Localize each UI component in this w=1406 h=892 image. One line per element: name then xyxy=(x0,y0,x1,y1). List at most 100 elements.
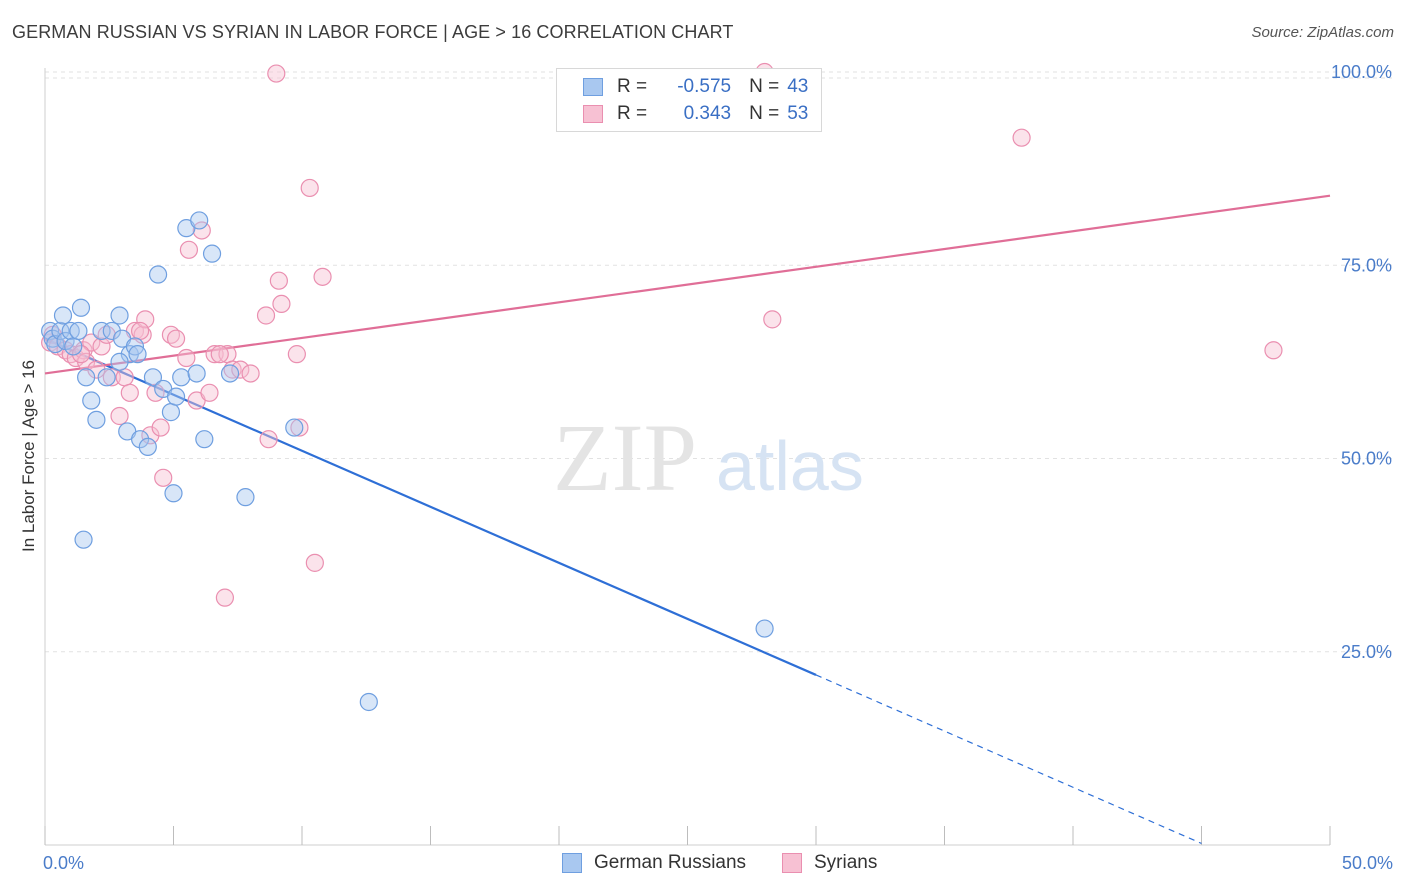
point-syrians xyxy=(82,333,101,352)
point-syrians xyxy=(305,553,324,572)
point-german-russians xyxy=(148,265,168,284)
legend-item-german-russians[interactable]: German Russians xyxy=(562,852,746,874)
point-syrians xyxy=(102,368,121,387)
point-syrians xyxy=(231,360,250,379)
legend-r-label: R = xyxy=(617,103,648,124)
point-syrians xyxy=(177,348,196,368)
point-syrians xyxy=(1012,128,1031,147)
point-syrians xyxy=(210,345,229,364)
point-german-russians xyxy=(236,488,255,507)
point-syrians xyxy=(1264,341,1283,360)
point-syrians xyxy=(269,271,288,290)
trend-line-syrians xyxy=(44,194,1331,375)
point-german-russians xyxy=(164,484,183,503)
y-axis-title: In Labor Force | Age > 16 xyxy=(19,360,38,552)
point-german-russians xyxy=(51,321,70,341)
trend-line-german-russians xyxy=(44,337,817,676)
trend-layer xyxy=(44,194,1331,845)
point-syrians xyxy=(151,418,170,437)
legend-n-value: 53 xyxy=(787,103,809,124)
y-tick-label: 75.0% xyxy=(1341,255,1392,275)
point-german-russians xyxy=(53,306,73,325)
point-german-russians xyxy=(285,418,304,437)
point-german-russians xyxy=(64,337,83,356)
point-syrians xyxy=(300,178,319,198)
grid-layer xyxy=(45,71,1392,653)
y-tick-label: 100.0% xyxy=(1331,62,1392,82)
point-syrians xyxy=(120,383,139,402)
point-syrians xyxy=(259,430,278,449)
point-syrians xyxy=(130,321,150,341)
point-syrians xyxy=(256,306,276,325)
series-legend: German Russians Syrians xyxy=(0,852,1406,878)
point-german-russians xyxy=(110,352,129,371)
point-syrians xyxy=(205,345,224,364)
legend-r-value: -0.575 xyxy=(677,76,732,97)
point-german-russians xyxy=(138,437,157,457)
point-german-russians xyxy=(166,387,186,406)
point-german-russians xyxy=(82,391,101,410)
trend-extension-german-russians xyxy=(815,674,1202,845)
point-german-russians xyxy=(97,368,116,387)
legend-swatch-blue xyxy=(562,853,582,873)
y-tick-label: 50.0% xyxy=(1341,449,1392,469)
point-syrians xyxy=(71,345,91,364)
point-german-russians xyxy=(74,530,93,549)
point-german-russians xyxy=(161,403,181,422)
source-label: Source: ZipAtlas.com xyxy=(1251,24,1394,41)
legend-row-german-russians: R = -0.575 N = 43 xyxy=(583,75,808,99)
point-german-russians xyxy=(143,368,163,387)
point-german-russians xyxy=(77,368,96,387)
point-syrians xyxy=(241,364,260,383)
legend-r-label: R = xyxy=(617,76,648,97)
point-syrians xyxy=(179,240,199,259)
legend-swatch-pink xyxy=(782,853,802,873)
legend-n-label: N = xyxy=(749,76,780,97)
legend-swatch-blue xyxy=(583,78,603,96)
legend-n-label: N = xyxy=(749,103,780,124)
point-german-russians xyxy=(87,410,106,429)
point-german-russians xyxy=(61,321,80,341)
legend-r-value: 0.343 xyxy=(683,103,732,124)
point-syrians xyxy=(200,383,219,402)
legend-n-value: 43 xyxy=(787,76,809,97)
x-tick-label: 0.0% xyxy=(43,853,84,873)
point-german-russians xyxy=(69,321,88,341)
watermark-zip: ZIP xyxy=(553,404,697,511)
point-german-russians xyxy=(755,619,774,638)
point-german-russians xyxy=(130,430,150,449)
legend-label: Syrians xyxy=(814,852,878,873)
point-german-russians xyxy=(359,692,378,712)
point-syrians xyxy=(110,406,129,426)
point-german-russians xyxy=(187,364,206,383)
point-syrians xyxy=(267,64,286,83)
point-german-russians xyxy=(128,345,147,364)
point-german-russians xyxy=(195,430,214,449)
point-german-russians xyxy=(71,298,91,317)
point-syrians xyxy=(290,418,309,437)
y-tick-label: 25.0% xyxy=(1341,642,1392,662)
point-syrians xyxy=(272,294,291,313)
legend-label: German Russians xyxy=(594,852,747,873)
point-syrians xyxy=(115,368,134,387)
watermark-atlas: atlas xyxy=(716,427,864,505)
chart-title: GERMAN RUSSIAN VS SYRIAN IN LABOR FORCE … xyxy=(12,22,734,42)
point-german-russians xyxy=(172,368,191,387)
legend-swatch-pink xyxy=(583,105,603,123)
zipatlas-watermark: ZIP atlas xyxy=(553,404,864,511)
points-layer xyxy=(41,62,1283,712)
point-syrians xyxy=(287,345,306,364)
point-syrians xyxy=(215,588,234,607)
point-syrians xyxy=(154,468,173,487)
legend-row-syrians: R = 0.343 N = 53 xyxy=(583,102,808,126)
correlation-legend: R = -0.575 N = 43 R = 0.343 N = 53 xyxy=(556,68,822,132)
point-syrians xyxy=(92,337,111,356)
point-syrians xyxy=(763,310,782,329)
point-syrians xyxy=(136,310,155,329)
point-syrians xyxy=(313,267,332,286)
point-german-russians xyxy=(220,364,240,383)
point-syrians xyxy=(166,329,186,348)
point-german-russians xyxy=(92,321,111,341)
legend-item-syrians[interactable]: Syrians xyxy=(782,852,877,874)
